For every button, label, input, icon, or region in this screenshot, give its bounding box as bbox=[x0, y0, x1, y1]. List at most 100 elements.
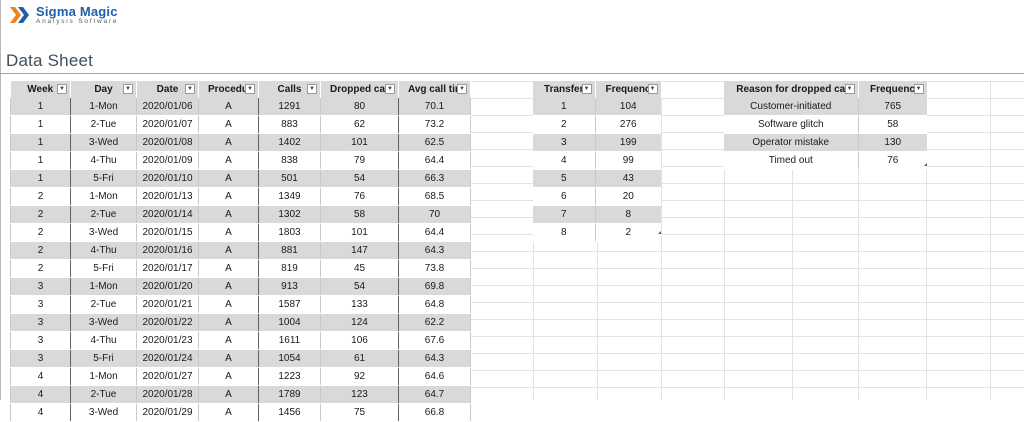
main-header-cell[interactable]: Week ▼ bbox=[10, 81, 71, 98]
filter-dropdown-icon[interactable]: ▼ bbox=[581, 84, 592, 94]
table-cell[interactable]: 67.6 bbox=[398, 331, 471, 350]
table-cell[interactable]: 2020/01/06 bbox=[136, 98, 199, 116]
table-cell[interactable]: 76 bbox=[320, 187, 399, 206]
table-cell[interactable]: A bbox=[198, 241, 259, 260]
table-cell[interactable]: 2 bbox=[10, 187, 71, 206]
table-cell[interactable]: 76 bbox=[858, 151, 927, 170]
table-cell[interactable]: 79 bbox=[320, 151, 399, 170]
reason-header-cell[interactable]: Reason for dropped ca ▼ bbox=[724, 81, 859, 98]
table-cell[interactable]: 2020/01/08 bbox=[136, 133, 199, 152]
table-cell[interactable]: 4 bbox=[10, 367, 71, 386]
table-cell[interactable]: A bbox=[198, 169, 259, 188]
table-cell[interactable]: A bbox=[198, 115, 259, 134]
table-resize-handle[interactable] bbox=[924, 163, 927, 166]
table-cell[interactable]: 2 bbox=[10, 223, 71, 242]
table-cell[interactable]: 1349 bbox=[258, 187, 321, 206]
table-cell[interactable]: 64.6 bbox=[398, 367, 471, 386]
table-cell[interactable]: 2020/01/29 bbox=[136, 403, 199, 422]
table-cell[interactable]: 2020/01/21 bbox=[136, 295, 199, 314]
table-cell[interactable]: 1302 bbox=[258, 205, 321, 224]
table-cell[interactable]: 54 bbox=[320, 277, 399, 296]
table-cell[interactable]: 5-Fri bbox=[70, 259, 137, 278]
filter-dropdown-icon[interactable]: ▼ bbox=[647, 84, 658, 94]
table-cell[interactable]: 2 bbox=[595, 223, 661, 242]
filter-dropdown-icon[interactable]: ▼ bbox=[307, 84, 317, 94]
table-cell[interactable]: 75 bbox=[320, 403, 399, 422]
main-header-cell[interactable]: Calls ▼ bbox=[258, 81, 321, 98]
table-cell[interactable]: 64.4 bbox=[398, 151, 471, 170]
table-cell[interactable]: 104 bbox=[595, 98, 661, 116]
table-cell[interactable]: 3-Wed bbox=[70, 403, 137, 422]
table-cell[interactable]: 2-Tue bbox=[70, 115, 137, 134]
table-cell[interactable]: 106 bbox=[320, 331, 399, 350]
table-cell[interactable]: A bbox=[198, 187, 259, 206]
table-cell[interactable]: A bbox=[198, 133, 259, 152]
table-cell[interactable]: 1054 bbox=[258, 349, 321, 368]
table-cell[interactable]: 64.8 bbox=[398, 295, 471, 314]
table-cell[interactable]: 199 bbox=[595, 133, 661, 152]
table-cell[interactable]: 2020/01/17 bbox=[136, 259, 199, 278]
main-header-cell[interactable]: Avg call tim ▼ bbox=[398, 81, 471, 98]
table-cell[interactable]: 1 bbox=[533, 98, 596, 116]
table-cell[interactable]: A bbox=[198, 151, 259, 170]
table-cell[interactable]: 62 bbox=[320, 115, 399, 134]
table-cell[interactable]: 1611 bbox=[258, 331, 321, 350]
table-cell[interactable]: 501 bbox=[258, 169, 321, 188]
table-cell[interactable]: 3-Wed bbox=[70, 223, 137, 242]
table-cell[interactable]: 2 bbox=[10, 241, 71, 260]
table-cell[interactable]: 276 bbox=[595, 115, 661, 134]
table-cell[interactable]: 73.2 bbox=[398, 115, 471, 134]
table-cell[interactable]: 64.3 bbox=[398, 349, 471, 368]
table-cell[interactable]: 2 bbox=[533, 115, 596, 134]
table-cell[interactable]: 1402 bbox=[258, 133, 321, 152]
filter-dropdown-icon[interactable]: ▼ bbox=[457, 84, 467, 94]
table-cell[interactable]: 133 bbox=[320, 295, 399, 314]
transfer-header-cell[interactable]: Frequenc ▼ bbox=[595, 81, 662, 98]
table-cell[interactable]: 881 bbox=[258, 241, 321, 260]
table-cell[interactable]: 1-Mon bbox=[70, 187, 137, 206]
table-cell[interactable]: 80 bbox=[320, 98, 399, 116]
table-cell[interactable]: 1223 bbox=[258, 367, 321, 386]
table-cell[interactable]: A bbox=[198, 367, 259, 386]
filter-dropdown-icon[interactable]: ▼ bbox=[385, 84, 395, 94]
table-cell[interactable]: 58 bbox=[320, 205, 399, 224]
table-cell[interactable]: 2020/01/24 bbox=[136, 349, 199, 368]
filter-dropdown-icon[interactable]: ▼ bbox=[844, 84, 855, 94]
table-cell[interactable]: 45 bbox=[320, 259, 399, 278]
table-cell[interactable]: 838 bbox=[258, 151, 321, 170]
table-cell[interactable]: 3 bbox=[10, 349, 71, 368]
main-header-cell[interactable]: Dropped call ▼ bbox=[320, 81, 399, 98]
table-cell[interactable]: 6 bbox=[533, 187, 596, 206]
table-cell[interactable]: 69.8 bbox=[398, 277, 471, 296]
table-cell[interactable]: 2020/01/15 bbox=[136, 223, 199, 242]
table-cell[interactable]: A bbox=[198, 385, 259, 404]
table-cell[interactable]: 2020/01/09 bbox=[136, 151, 199, 170]
table-cell[interactable]: 58 bbox=[858, 115, 927, 134]
table-cell[interactable]: 3-Wed bbox=[70, 313, 137, 332]
table-cell[interactable]: 1-Mon bbox=[70, 277, 137, 296]
table-cell[interactable]: 4 bbox=[10, 403, 71, 422]
main-header-cell[interactable]: Date ▼ bbox=[136, 81, 199, 98]
table-cell[interactable]: 2020/01/22 bbox=[136, 313, 199, 332]
table-cell[interactable]: 73.8 bbox=[398, 259, 471, 278]
table-cell[interactable]: 8 bbox=[533, 223, 596, 242]
table-cell[interactable]: 70 bbox=[398, 205, 471, 224]
table-cell[interactable]: 4-Thu bbox=[70, 241, 137, 260]
table-cell[interactable]: 2020/01/14 bbox=[136, 205, 199, 224]
table-cell[interactable]: 1004 bbox=[258, 313, 321, 332]
table-cell[interactable]: 1-Mon bbox=[70, 98, 137, 116]
table-cell[interactable]: 2 bbox=[10, 259, 71, 278]
table-cell[interactable]: 3 bbox=[10, 331, 71, 350]
table-cell[interactable]: 2020/01/28 bbox=[136, 385, 199, 404]
table-cell[interactable]: 5 bbox=[533, 169, 596, 188]
table-cell[interactable]: 2020/01/16 bbox=[136, 241, 199, 260]
table-cell[interactable]: 1587 bbox=[258, 295, 321, 314]
filter-dropdown-icon[interactable]: ▼ bbox=[913, 84, 924, 94]
table-cell[interactable]: 5-Fri bbox=[70, 349, 137, 368]
table-cell[interactable]: 3-Wed bbox=[70, 133, 137, 152]
table-cell[interactable]: 2020/01/23 bbox=[136, 331, 199, 350]
table-cell[interactable]: 68.5 bbox=[398, 187, 471, 206]
table-cell[interactable]: 92 bbox=[320, 367, 399, 386]
table-cell[interactable]: 123 bbox=[320, 385, 399, 404]
table-cell[interactable]: 3 bbox=[533, 133, 596, 152]
